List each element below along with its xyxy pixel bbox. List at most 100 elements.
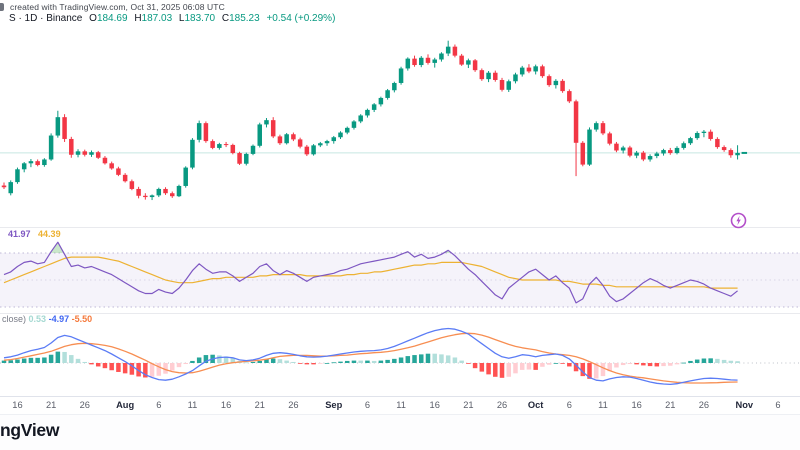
symbol-title: S · 1D · Binance [9,13,83,24]
macd-histogram-bar [620,363,626,366]
candle-body [526,67,532,72]
candle-body [560,80,565,92]
macd-histogram-bar [8,360,13,363]
candle-body [540,66,545,77]
candle-body [62,117,67,139]
candle-body [122,174,128,182]
macd-histogram-bar [82,361,88,363]
macd-histogram-bar [587,363,592,379]
macd-histogram-bar [1,360,7,363]
x-axis-label: 6 [775,400,780,410]
candle-body [634,152,639,156]
candle-body [452,46,458,56]
candle-body [647,156,653,160]
candle-body [149,195,155,198]
candle-body [291,134,296,140]
x-axis: 16 21 26 Aug 6 11 16 21 26 Sep 6 11 16 21 26 Oct 6 11 16 21… [12,400,780,410]
x-axis-label: Aug [116,400,134,410]
x-axis-label: 21 [665,400,675,410]
candle-body [338,132,343,138]
rsi-line [3,241,738,304]
flash-boost-button[interactable] [730,212,747,229]
macd-histogram-bar [513,363,518,374]
lightning-bolt-icon [730,212,747,229]
candle-body [728,150,734,156]
candle-body [42,159,47,166]
candle-body [466,60,471,65]
macd-histogram-bar [560,363,565,364]
change-value: +0.54 (+0.29%) [266,13,336,24]
x-axis-label: 16 [12,400,22,410]
macd-histogram-bar [183,363,188,365]
candle-body [412,58,417,66]
macd-histogram-bar [270,358,276,363]
macd-histogram-bar [708,358,713,363]
candle-body [190,139,195,168]
macd-histogram-bar [499,363,505,378]
macd-histogram-bar [344,360,350,363]
candle-body [620,147,626,151]
close-value: 185.23 [229,13,260,24]
candle-body [432,59,437,63]
candle-body [55,117,61,136]
macd-histogram-bar [170,363,175,371]
x-axis-label: Oct [528,400,544,410]
candle-body [230,144,236,154]
macd-histogram-bar [728,360,734,363]
x-axis-label: 11 [188,400,198,410]
macd-histogram-bar [163,363,168,374]
macd-histogram-bar [365,360,370,363]
macd-histogram-bar [109,363,114,371]
candle-body [439,53,444,60]
candle-body [21,163,27,170]
macd-histogram-bar [95,363,101,367]
candle-body [580,142,586,165]
candle-body [95,152,101,158]
candle-body [351,121,357,128]
x-axis-label: 26 [80,400,90,410]
macd-histogram-bar [573,363,579,372]
macd-histogram-bar [546,363,552,365]
macd-histogram-bar [715,358,720,363]
candle-body [277,136,283,144]
candle-body [365,109,370,116]
macd-histogram-bar [331,362,337,364]
candle-body [668,150,673,154]
x-axis-label: 6 [156,400,161,410]
macd-legend: close) 0.53 -4.97 -5.50 [2,314,92,324]
candle-body [244,153,249,164]
macd-histogram-bar [297,363,303,364]
x-axis-label: 26 [288,400,298,410]
macd-histogram-bar [143,363,148,378]
macd-histogram-bar [647,363,653,367]
macd-histogram-bar [445,355,451,363]
macd-histogram-bar [519,363,525,370]
rsi-value: 41.97 [8,229,31,239]
symbol-legend: S · 1D · Binance O184.69 H187.03 L183.70… [9,13,335,24]
rsi-pane [0,241,800,308]
macd-histogram-bar [654,363,660,367]
x-axis-label: 26 [497,400,507,410]
high-label: H [134,13,142,24]
candle-body [15,169,20,183]
macd-histogram-bar [681,362,686,364]
candle-body [694,132,700,139]
rsi-line [3,256,738,289]
candle-body [681,143,686,148]
candle-body [264,120,269,125]
macd-histogram-bar [614,363,619,368]
candle-body [136,188,141,196]
macd-histogram-bar [284,360,289,363]
candle-body [600,123,606,134]
macd-line-value: -4.97 [48,314,70,324]
x-axis-label: 16 [430,400,440,410]
macd-histogram-bar [223,356,229,363]
macd-histogram-bar [196,357,202,363]
candle-body [486,72,491,80]
macd-histogram-bar [600,363,606,377]
candle-body [398,68,404,83]
macd-histogram-bar [567,363,572,367]
x-axis-label: Nov [736,400,754,410]
macd-histogram-bar [156,363,162,376]
